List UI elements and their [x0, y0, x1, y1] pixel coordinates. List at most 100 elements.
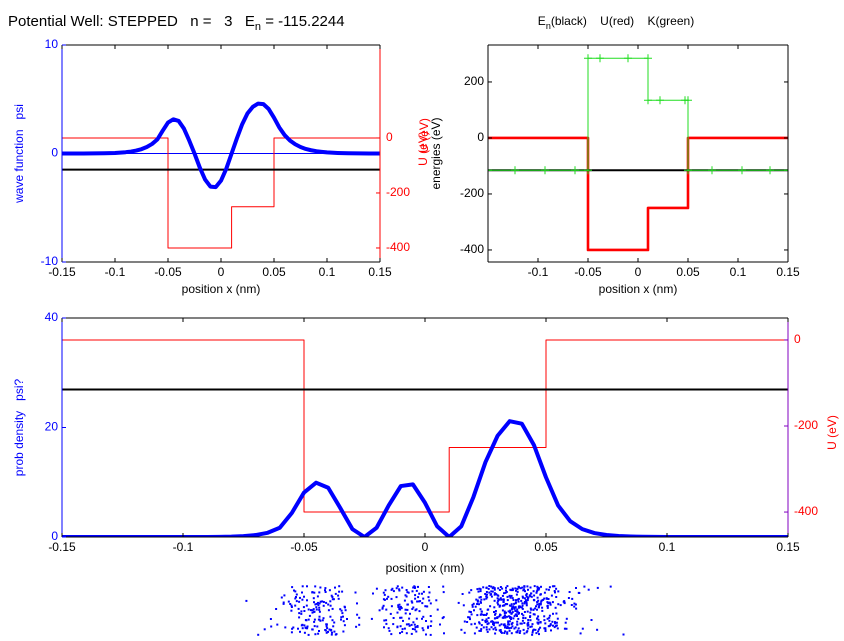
sample-dot — [513, 627, 516, 630]
sample-dot — [331, 631, 333, 634]
sample-dot — [478, 596, 481, 599]
sample-dot — [387, 627, 390, 630]
sample-dot — [387, 595, 390, 598]
sample-dot — [427, 596, 430, 599]
sample-dot — [422, 590, 425, 593]
sample-dot — [488, 628, 491, 631]
point-marker — [541, 166, 549, 175]
x-tick-label: -0.1 — [105, 265, 126, 279]
x-tick-label: 0.05 — [676, 265, 700, 279]
sample-dot — [488, 585, 491, 587]
sample-dot — [439, 623, 441, 626]
sample-dot — [290, 631, 293, 634]
sample-dot — [331, 598, 334, 601]
sample-dot — [521, 612, 523, 615]
sample-dot — [275, 608, 278, 610]
sample-dot — [468, 610, 471, 613]
sample-dot — [316, 595, 319, 598]
sample-dot — [526, 623, 529, 626]
point-marker — [488, 166, 492, 175]
sample-dot — [413, 586, 416, 589]
sample-dot — [511, 625, 514, 628]
sample-dot — [498, 589, 501, 591]
sample-dot — [372, 592, 374, 595]
sample-dot — [291, 586, 294, 589]
sample-dot — [311, 628, 314, 631]
sample-dot — [522, 617, 525, 619]
sample-dot — [502, 599, 505, 601]
title-text: E — [538, 14, 546, 28]
sample-dot — [335, 633, 338, 636]
sample-dot — [523, 601, 526, 603]
sample-dot — [295, 600, 298, 603]
sample-dot — [378, 609, 381, 612]
sample-dot — [480, 624, 483, 627]
sample-dot — [313, 618, 316, 621]
sample-dot — [499, 597, 502, 600]
sample-dot — [545, 588, 548, 591]
sample-dot — [318, 618, 321, 621]
sample-dot — [467, 616, 470, 619]
sample-dot — [517, 600, 520, 603]
sample-dot — [315, 606, 318, 609]
sample-dot — [479, 608, 482, 611]
sample-dot — [314, 585, 317, 588]
sample-dot — [526, 599, 529, 602]
plot-area — [62, 339, 788, 537]
sample-dot — [257, 633, 260, 636]
sample-dot — [536, 585, 539, 588]
y2-tick-label: -400 — [386, 240, 410, 254]
sample-dot — [494, 632, 497, 635]
sample-dot — [498, 598, 501, 601]
sample-dot — [546, 601, 549, 604]
sample-dot — [479, 590, 482, 593]
sample-dot — [415, 589, 418, 592]
sample-dot — [530, 592, 533, 595]
sample-dot — [478, 621, 481, 624]
sample-dot — [485, 618, 488, 621]
sample-dot — [545, 597, 548, 600]
sample-dot — [515, 589, 517, 592]
sample-dot — [339, 608, 342, 611]
sample-dot — [543, 615, 546, 618]
sample-dot — [485, 626, 488, 629]
sample-dot — [485, 628, 488, 631]
sample-dot — [341, 612, 344, 615]
sample-dot — [499, 586, 502, 588]
sample-dot — [546, 617, 549, 620]
sample-dot — [502, 600, 505, 603]
sample-dot — [510, 616, 513, 619]
sample-dot — [532, 598, 535, 601]
point-marker — [584, 54, 592, 63]
sample-dot — [358, 616, 361, 619]
sample-dot — [509, 611, 511, 614]
sample-dot — [317, 632, 320, 635]
sample-dot — [509, 609, 512, 612]
sample-dot — [385, 608, 388, 611]
sample-dot — [329, 600, 332, 603]
title-text: = -115.2244 — [261, 13, 345, 30]
sample-dot — [427, 586, 430, 588]
sample-dot — [510, 623, 513, 625]
sample-dot — [538, 604, 541, 607]
sample-dot — [512, 617, 515, 620]
sample-dot — [484, 593, 487, 595]
sample-dot — [289, 603, 292, 605]
sample-dot — [468, 616, 471, 619]
sample-dot — [318, 610, 321, 613]
sample-dot — [559, 604, 562, 607]
sample-dot — [516, 610, 519, 613]
sample-dot — [442, 591, 445, 594]
sample-dot — [308, 614, 311, 617]
sample-dot — [500, 598, 503, 601]
sample-dot — [461, 593, 464, 595]
sample-dot — [522, 614, 525, 617]
sample-dot — [429, 633, 432, 636]
sample-dot — [510, 589, 513, 592]
sample-dot — [487, 617, 490, 619]
sample-dot — [327, 630, 329, 633]
sample-dot — [318, 606, 321, 609]
y-tick-label: -400 — [460, 242, 484, 256]
sample-dot — [396, 625, 399, 628]
sample-dot — [405, 632, 408, 635]
